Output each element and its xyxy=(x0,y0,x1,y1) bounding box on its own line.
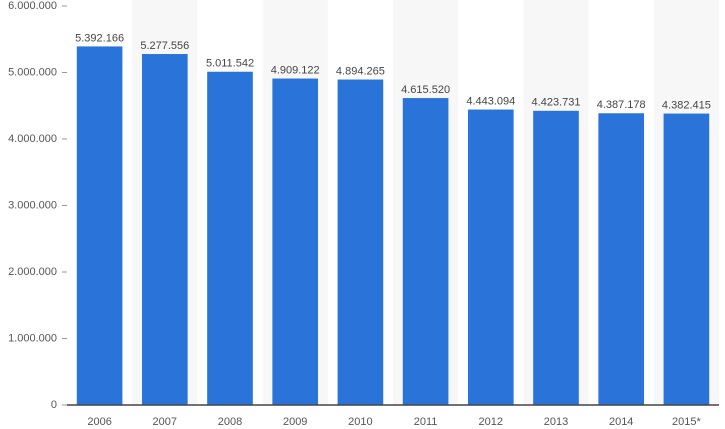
bar xyxy=(207,71,253,406)
bar xyxy=(337,79,384,406)
bar xyxy=(402,98,449,405)
x-tick-label: 2007 xyxy=(153,416,177,428)
value-label: 5.392.166 xyxy=(75,32,124,44)
y-tick-label: 3.000.000 xyxy=(8,199,57,211)
x-tick-label: 2009 xyxy=(283,416,307,428)
x-tick-label: 2010 xyxy=(348,416,372,428)
y-tick-label: 0 xyxy=(51,399,57,411)
value-label: 4.443.094 xyxy=(466,95,515,107)
y-tick-label: 5.000.000 xyxy=(8,66,57,78)
value-label: 4.615.520 xyxy=(401,84,450,96)
bar xyxy=(467,109,514,406)
value-label: 4.894.265 xyxy=(336,65,385,77)
value-label: 5.277.556 xyxy=(140,40,189,52)
value-label: 5.011.542 xyxy=(206,58,254,70)
x-tick-label: 2013 xyxy=(544,416,568,428)
bar xyxy=(272,78,319,405)
x-tick-label: 2015* xyxy=(672,416,701,428)
y-tick-label: 4.000.000 xyxy=(8,133,57,145)
bar xyxy=(76,46,123,405)
y-tick-label: 1.000.000 xyxy=(8,332,57,344)
y-tick-label: 6.000.000 xyxy=(8,0,57,12)
bar xyxy=(598,113,645,406)
x-tick-label: 2012 xyxy=(479,416,503,428)
x-tick-label: 2014 xyxy=(609,416,633,428)
x-tick-label: 2011 xyxy=(414,416,438,428)
value-label: 4.423.731 xyxy=(532,97,581,109)
y-tick-label: 2.000.000 xyxy=(8,266,57,278)
value-label: 4.909.122 xyxy=(271,64,320,76)
bar xyxy=(533,110,579,405)
x-tick-label: 2006 xyxy=(87,416,111,428)
bar xyxy=(663,113,710,406)
value-label: 4.382.415 xyxy=(662,99,711,111)
bar xyxy=(141,54,188,405)
x-tick-label: 2008 xyxy=(218,416,242,428)
value-label: 4.387.178 xyxy=(597,99,646,111)
